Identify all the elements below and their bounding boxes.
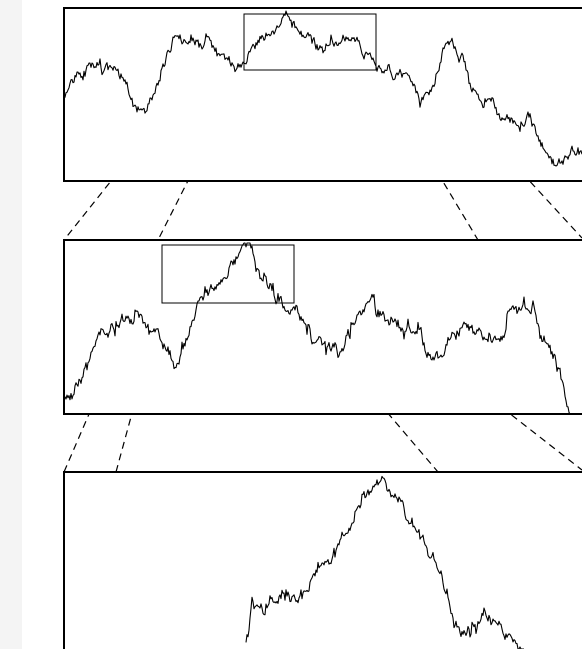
bottom-panel-frame: [63, 471, 582, 649]
top-panel-trace: [63, 10, 582, 167]
middle-panel-bg: [64, 240, 582, 414]
guide-top-left-inner: [157, 69, 245, 241]
bottom-panel-bg: [64, 472, 582, 649]
middle-panel-trace: [63, 242, 571, 415]
page-margin: [0, 0, 22, 649]
top-panel-bg: [64, 8, 582, 181]
top-panel-zoom-box: [243, 13, 377, 71]
traces: [63, 10, 582, 649]
middle-panel-frame: [63, 239, 582, 415]
bottom-panel-trace: [245, 475, 524, 649]
middle-panel-zoom-box: [161, 244, 295, 304]
top-panel-frame: [63, 7, 582, 182]
